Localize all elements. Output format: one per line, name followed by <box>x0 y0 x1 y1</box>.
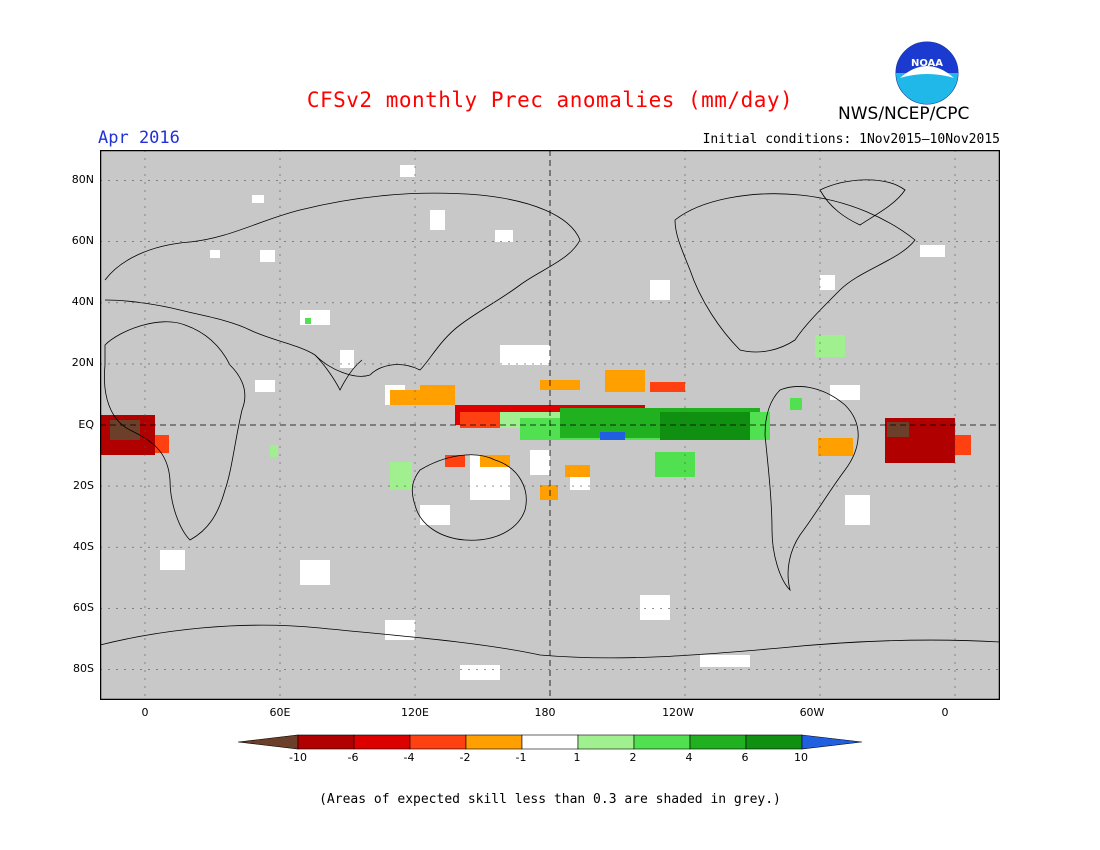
legend-label: 10 <box>794 751 808 764</box>
lon-label-0: 0 <box>141 706 149 719</box>
legend-label: -10 <box>289 751 307 764</box>
lon-label-60e: 60E <box>269 706 291 719</box>
lon-label-120e: 120E <box>401 706 429 719</box>
coast-australia <box>411 454 527 541</box>
lat-label-60s: 60S <box>73 601 94 614</box>
lat-label-20n: 20N <box>71 356 94 369</box>
precip-anomaly-map <box>100 150 1000 700</box>
legend-swatch <box>577 734 635 750</box>
legend-label: -4 <box>403 751 415 764</box>
legend-label: 1 <box>573 751 581 764</box>
color-legend <box>238 734 862 750</box>
wetter-anomaly-patches <box>270 318 845 490</box>
logo-text: NOAA <box>911 58 943 69</box>
lat-label-20s: 20S <box>73 479 94 492</box>
legend-label: -6 <box>347 751 359 764</box>
lon-label-60w: 60W <box>799 706 825 719</box>
lon-label-0-east: 0 <box>941 706 949 719</box>
lon-label-180: 180 <box>534 706 556 719</box>
initial-conditions: Initial conditions: 1Nov2015–10Nov2015 <box>702 132 1000 147</box>
map-title: CFSv2 monthly Prec anomalies (mm/day) <box>306 88 794 112</box>
legend-swatch <box>521 734 579 750</box>
lat-label-80n: 80N <box>71 173 94 186</box>
coast-north-america <box>674 193 916 353</box>
lon-label-120w: 120W <box>662 706 694 719</box>
lat-label-eq: EQ <box>78 418 94 431</box>
legend-label: 6 <box>741 751 749 764</box>
agency-label: NWS/NCEP/CPC <box>838 104 970 124</box>
coast-antarctica <box>100 624 1000 659</box>
coast-eurasia <box>104 192 581 377</box>
legend-swatch <box>689 734 747 750</box>
legend-swatch <box>409 734 467 750</box>
map-frame <box>100 150 1000 700</box>
coast-africa <box>104 321 246 541</box>
legend-arrow-high <box>801 734 862 750</box>
lat-label-40s: 40S <box>73 540 94 553</box>
coast-greenland <box>819 179 906 226</box>
legend-swatch <box>465 734 523 750</box>
legend-swatch <box>745 734 803 750</box>
legend-label: 4 <box>685 751 693 764</box>
legend-swatch <box>633 734 691 750</box>
coast-south-america <box>764 386 859 592</box>
legend-label: 2 <box>629 751 637 764</box>
legend-label: -1 <box>515 751 527 764</box>
skill-footnote: (Areas of expected skill less than 0.3 a… <box>319 792 781 807</box>
legend-swatch <box>353 734 411 750</box>
coastlines <box>100 179 1000 659</box>
legend-arrow-low <box>238 734 299 750</box>
legend-swatch <box>297 734 355 750</box>
legend-label: -2 <box>459 751 471 764</box>
noaa-logo: NOAA <box>895 41 959 105</box>
lat-label-60n: 60N <box>71 234 94 247</box>
forecast-period: Apr 2016 <box>98 128 180 148</box>
lat-label-80s: 80S <box>73 662 94 675</box>
coast-india <box>314 354 363 391</box>
lat-label-40n: 40N <box>71 295 94 308</box>
